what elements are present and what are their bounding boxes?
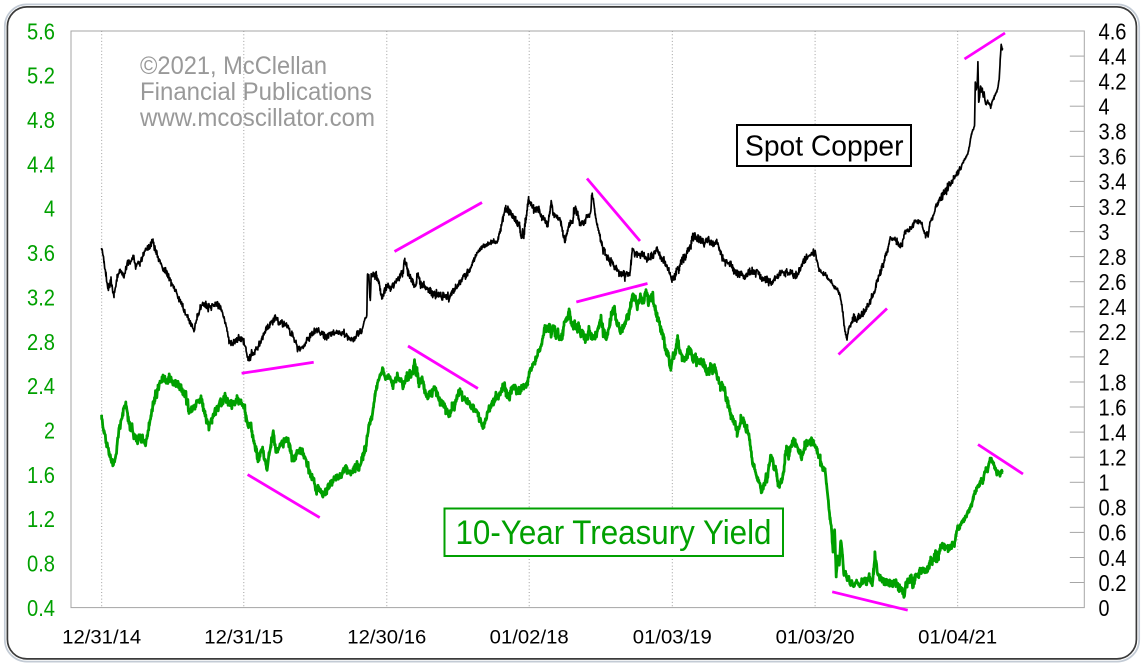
svg-text:3.2: 3.2 — [1099, 194, 1127, 220]
svg-text:Financial Publications: Financial Publications — [140, 78, 372, 106]
svg-text:3: 3 — [1099, 219, 1110, 245]
svg-text:2.2: 2.2 — [1099, 319, 1127, 345]
svg-text:0: 0 — [1099, 595, 1110, 621]
svg-text:2.6: 2.6 — [1099, 269, 1127, 295]
svg-text:10-Year Treasury Yield: 10-Year Treasury Yield — [456, 514, 772, 552]
svg-text:2.4: 2.4 — [1099, 294, 1127, 320]
svg-text:2: 2 — [44, 418, 55, 444]
svg-text:1.2: 1.2 — [27, 506, 55, 532]
svg-text:0.4: 0.4 — [1099, 545, 1127, 571]
svg-text:3.6: 3.6 — [1099, 144, 1127, 170]
svg-text:www.mcoscillator.com: www.mcoscillator.com — [139, 104, 375, 132]
svg-text:4.4: 4.4 — [27, 151, 55, 177]
svg-text:3.2: 3.2 — [27, 284, 55, 310]
svg-text:1.6: 1.6 — [1099, 394, 1127, 420]
svg-text:12/31/14: 12/31/14 — [62, 628, 141, 649]
svg-text:0.4: 0.4 — [27, 595, 55, 621]
svg-text:3.8: 3.8 — [1099, 119, 1127, 145]
svg-text:4: 4 — [44, 196, 55, 222]
svg-text:01/03/20: 01/03/20 — [776, 628, 855, 649]
svg-text:0.2: 0.2 — [1099, 570, 1127, 596]
svg-text:0.6: 0.6 — [1099, 520, 1127, 546]
svg-text:4: 4 — [1099, 94, 1110, 120]
svg-text:5.6: 5.6 — [27, 18, 55, 44]
svg-text:12/30/16: 12/30/16 — [347, 628, 426, 649]
svg-text:1: 1 — [1099, 470, 1110, 496]
svg-text:1.2: 1.2 — [1099, 445, 1127, 471]
svg-text:12/31/15: 12/31/15 — [204, 628, 283, 649]
svg-text:3.6: 3.6 — [27, 240, 55, 266]
svg-text:©2021, McClellan: ©2021, McClellan — [140, 52, 327, 80]
svg-text:2.8: 2.8 — [1099, 244, 1127, 270]
svg-text:1.6: 1.6 — [27, 462, 55, 488]
svg-text:4.6: 4.6 — [1099, 18, 1127, 44]
svg-text:5.2: 5.2 — [27, 63, 55, 89]
svg-text:01/03/19: 01/03/19 — [633, 628, 712, 649]
svg-text:3.4: 3.4 — [1099, 169, 1127, 195]
svg-text:01/02/18: 01/02/18 — [490, 628, 569, 649]
svg-text:4.2: 4.2 — [1099, 68, 1127, 94]
svg-text:2: 2 — [1099, 344, 1110, 370]
svg-text:01/04/21: 01/04/21 — [918, 628, 997, 649]
svg-text:Spot Copper: Spot Copper — [745, 131, 904, 163]
svg-text:4.4: 4.4 — [1099, 43, 1127, 69]
svg-text:0.8: 0.8 — [1099, 495, 1127, 521]
svg-text:1.4: 1.4 — [1099, 419, 1127, 445]
svg-text:1.8: 1.8 — [1099, 369, 1127, 395]
svg-text:2.4: 2.4 — [27, 373, 55, 399]
svg-text:2.8: 2.8 — [27, 329, 55, 355]
svg-text:4.8: 4.8 — [27, 107, 55, 133]
svg-text:0.8: 0.8 — [27, 551, 55, 577]
